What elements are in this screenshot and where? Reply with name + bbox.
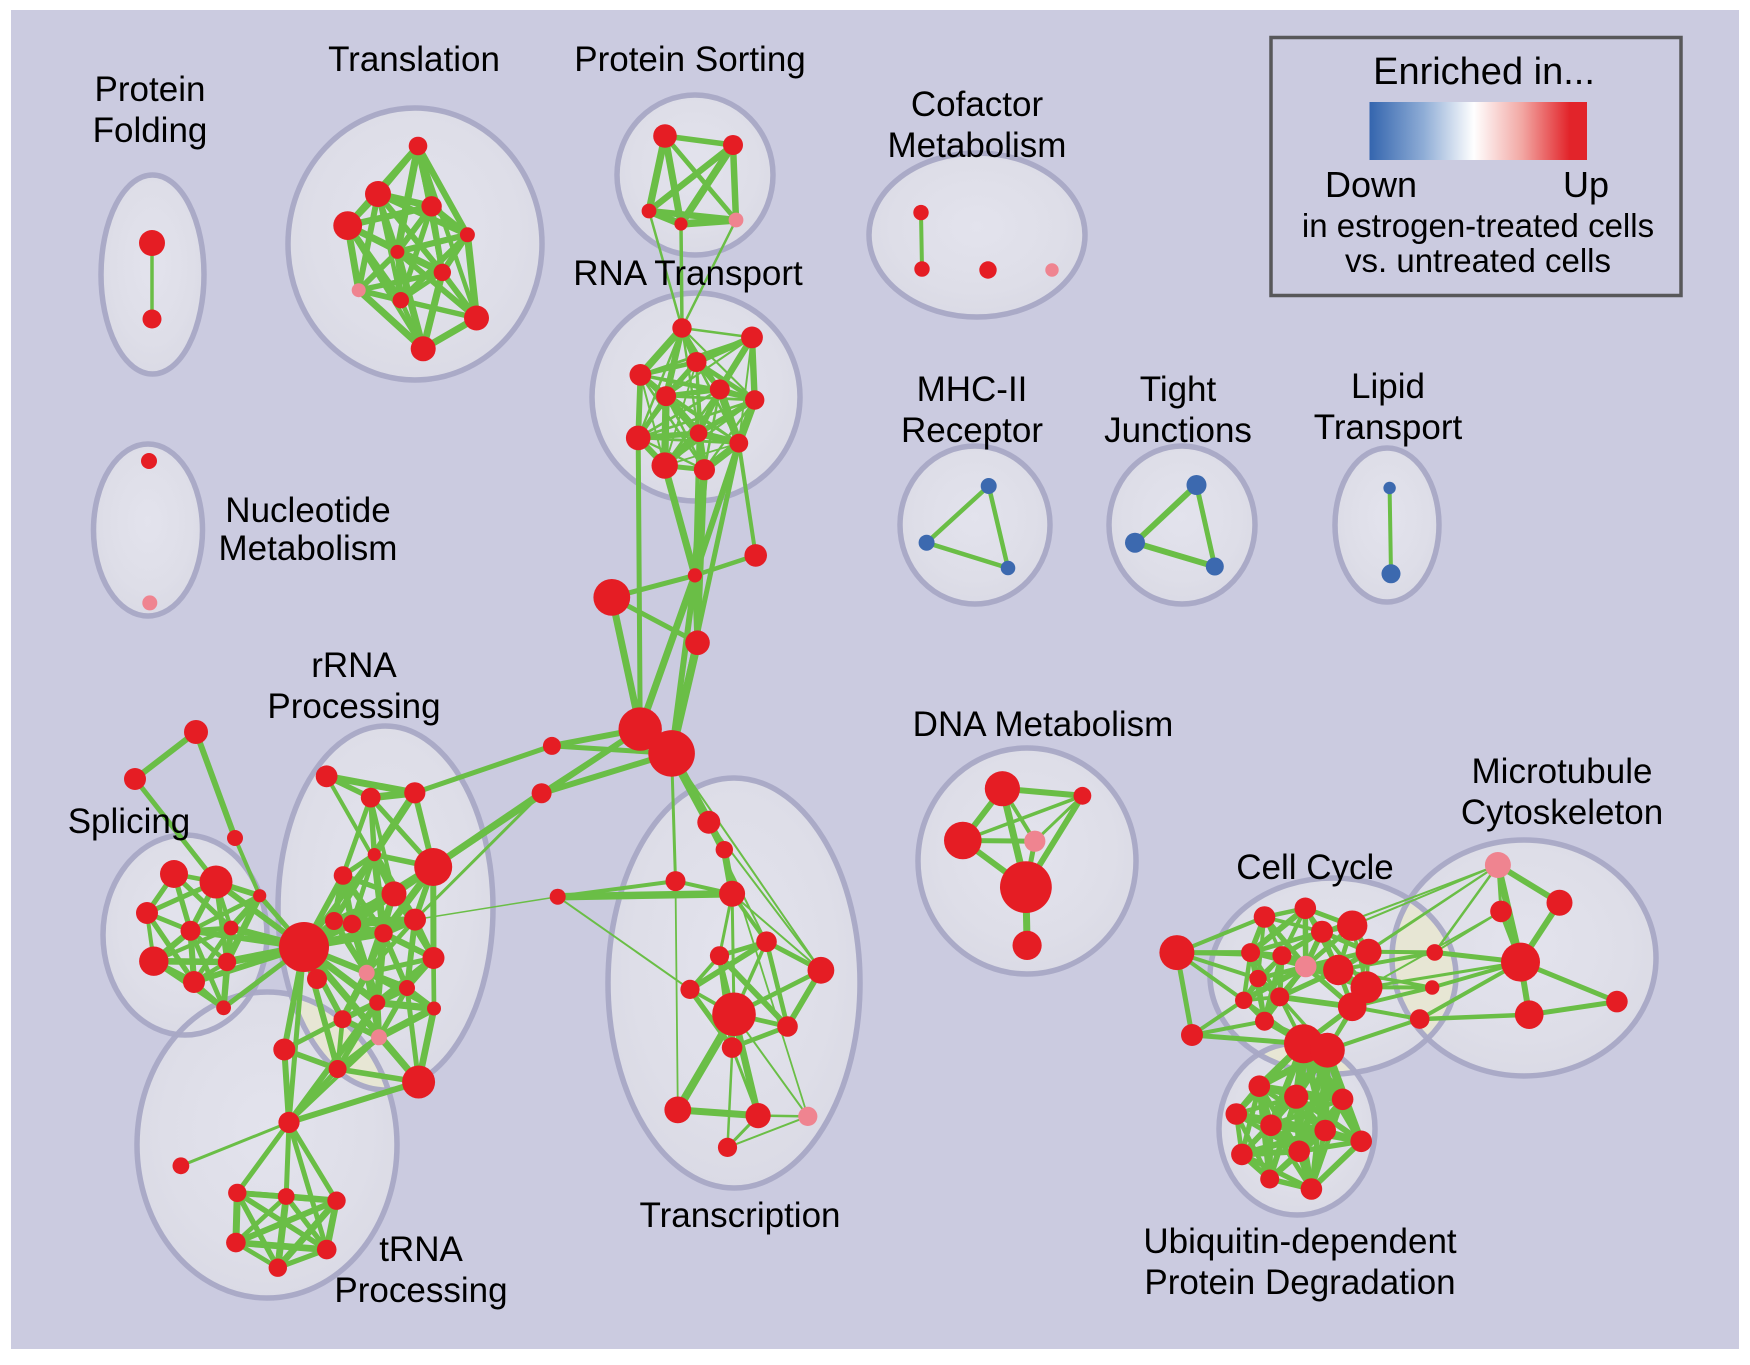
svg-text:Cytoskeleton: Cytoskeleton [1461, 793, 1663, 832]
svg-text:Metabolism: Metabolism [888, 126, 1067, 165]
svg-text:Receptor: Receptor [901, 411, 1043, 450]
svg-text:Protein Degradation: Protein Degradation [1144, 1263, 1455, 1302]
svg-text:Protein: Protein [95, 70, 206, 109]
svg-text:Cofactor: Cofactor [911, 85, 1044, 124]
svg-text:Lipid: Lipid [1351, 367, 1425, 406]
svg-text:Tight: Tight [1140, 370, 1217, 409]
svg-text:Transport: Transport [1314, 408, 1463, 447]
svg-text:Folding: Folding [93, 111, 208, 150]
svg-text:tRNA: tRNA [379, 1230, 463, 1269]
svg-text:Metabolism: Metabolism [219, 529, 398, 568]
svg-text:Protein Sorting: Protein Sorting [574, 40, 806, 79]
svg-text:RNA Transport: RNA Transport [573, 254, 803, 293]
svg-text:Junctions: Junctions [1104, 411, 1252, 450]
svg-text:DNA Metabolism: DNA Metabolism [913, 705, 1174, 744]
svg-text:Microtubule: Microtubule [1472, 752, 1653, 791]
svg-text:Processing: Processing [267, 687, 440, 726]
svg-text:Cell Cycle: Cell Cycle [1236, 848, 1394, 887]
svg-text:Ubiquitin-dependent: Ubiquitin-dependent [1143, 1222, 1457, 1261]
svg-text:Transcription: Transcription [640, 1196, 841, 1235]
svg-text:Translation: Translation [328, 40, 500, 79]
svg-text:Up: Up [1563, 164, 1609, 205]
svg-text:Nucleotide: Nucleotide [225, 491, 390, 530]
svg-text:MHC-II: MHC-II [917, 370, 1028, 409]
svg-text:Down: Down [1325, 164, 1417, 205]
svg-text:Splicing: Splicing [68, 802, 191, 841]
svg-text:Enriched in...: Enriched in... [1373, 51, 1595, 93]
svg-text:vs. untreated cells: vs. untreated cells [1345, 242, 1611, 279]
svg-text:in estrogen-treated cells: in estrogen-treated cells [1302, 207, 1654, 244]
svg-text:Processing: Processing [334, 1271, 507, 1310]
svg-text:rRNA: rRNA [311, 646, 397, 685]
